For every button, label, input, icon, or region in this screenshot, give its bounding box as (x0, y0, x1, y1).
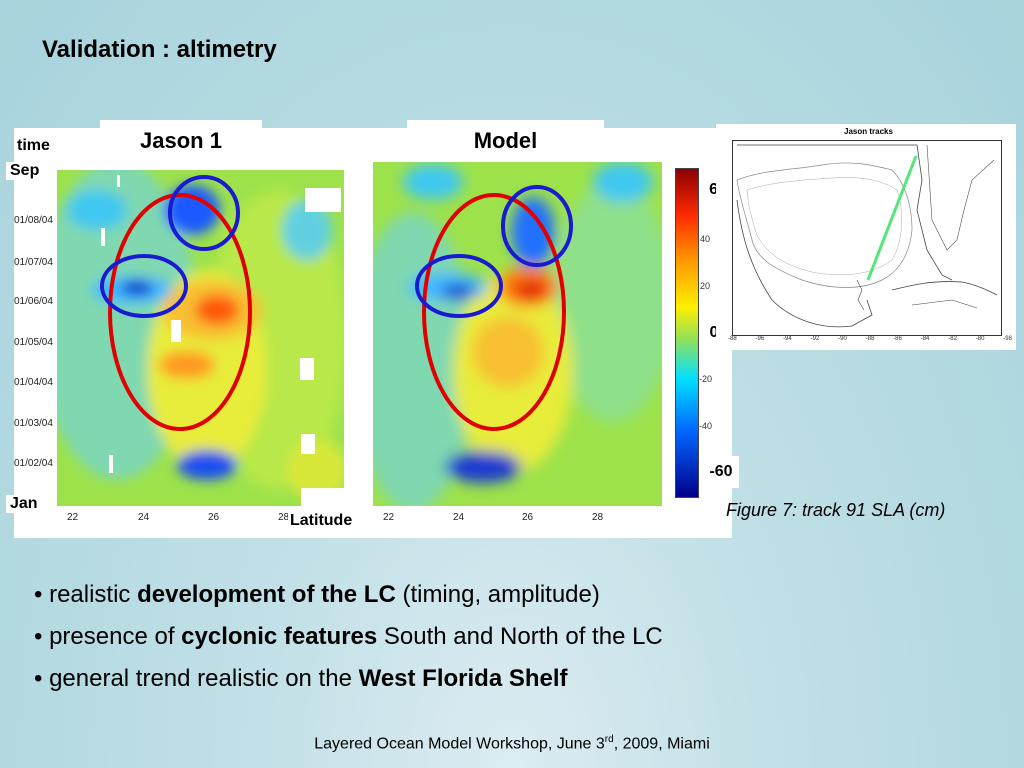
map-x-tick: -98 (1003, 336, 1012, 342)
x-tick: 24 (138, 512, 150, 523)
colorbar (675, 168, 699, 498)
y-tick: 01/07/04 (14, 257, 53, 268)
y-tick: 01/04/04 (14, 377, 53, 388)
map-title: Jason tracks (844, 127, 893, 136)
time-label: time (14, 137, 53, 155)
model-heatmap (373, 162, 662, 506)
map-x-tick: -94 (783, 336, 792, 342)
y-tick: 01/05/04 (14, 337, 53, 348)
x-tick: 24 (453, 512, 465, 523)
map-x-tick: -88 (728, 336, 737, 342)
map-x-tick: -82 (948, 336, 957, 342)
x-tick: 26 (522, 512, 534, 523)
map-x-tick: -80 (975, 336, 985, 342)
y-tick: 01/06/04 (14, 296, 53, 307)
bullet-item: • realistic development of the LC (timin… (34, 581, 600, 608)
bullet-item: • presence of cyclonic features South an… (34, 623, 663, 650)
y-tick: 01/02/04 (14, 458, 53, 469)
x-tick: 22 (67, 512, 79, 523)
map-x-tick: -84 (920, 336, 930, 342)
colorbar-min-label: -60 (703, 456, 739, 488)
map-x-tick: -96 (755, 336, 765, 342)
x-tick: 28 (278, 512, 290, 523)
map-x-tick: -90 (838, 336, 847, 342)
x-tick: 22 (383, 512, 395, 523)
x-tick: 28 (592, 512, 604, 523)
bullet-list: • realistic development of the LC (timin… (34, 574, 663, 700)
figure-caption: Figure 7: track 91 SLA (cm) (726, 500, 946, 520)
jason-label: Jason 1 (100, 120, 262, 162)
model-label: Model (407, 120, 604, 162)
latitude-label: Latitude (288, 512, 355, 530)
map-x-tick: -92 (810, 336, 820, 342)
colorbar-tick: 20 (700, 281, 711, 291)
map-inset: Jason tracks -88 -96 -94 -92 -90 -88 -86… (716, 124, 1016, 350)
jason-heatmap (57, 170, 344, 506)
bullet-item: • general trend realistic on the West Fl… (34, 665, 568, 692)
sep-label: Sep (6, 162, 44, 180)
y-tick: 01/08/04 (14, 215, 53, 226)
slide-footer: Layered Ocean Model Workshop, June 3rd, … (314, 734, 710, 753)
colorbar-tick: -20 (699, 374, 713, 384)
map-x-ticks: -88 -96 -94 -92 -90 -88 -86 -84 -82 -80 … (728, 336, 1012, 342)
jan-label: Jan (6, 495, 42, 513)
y-tick: 01/03/04 (14, 418, 53, 429)
map-x-tick: -86 (893, 336, 902, 342)
colorbar-tick: -40 (699, 421, 713, 431)
slide-title: Validation : altimetry (42, 36, 277, 63)
map-x-tick: -88 (865, 336, 875, 342)
x-tick: 26 (208, 512, 220, 523)
colorbar-tick: 40 (700, 234, 711, 244)
